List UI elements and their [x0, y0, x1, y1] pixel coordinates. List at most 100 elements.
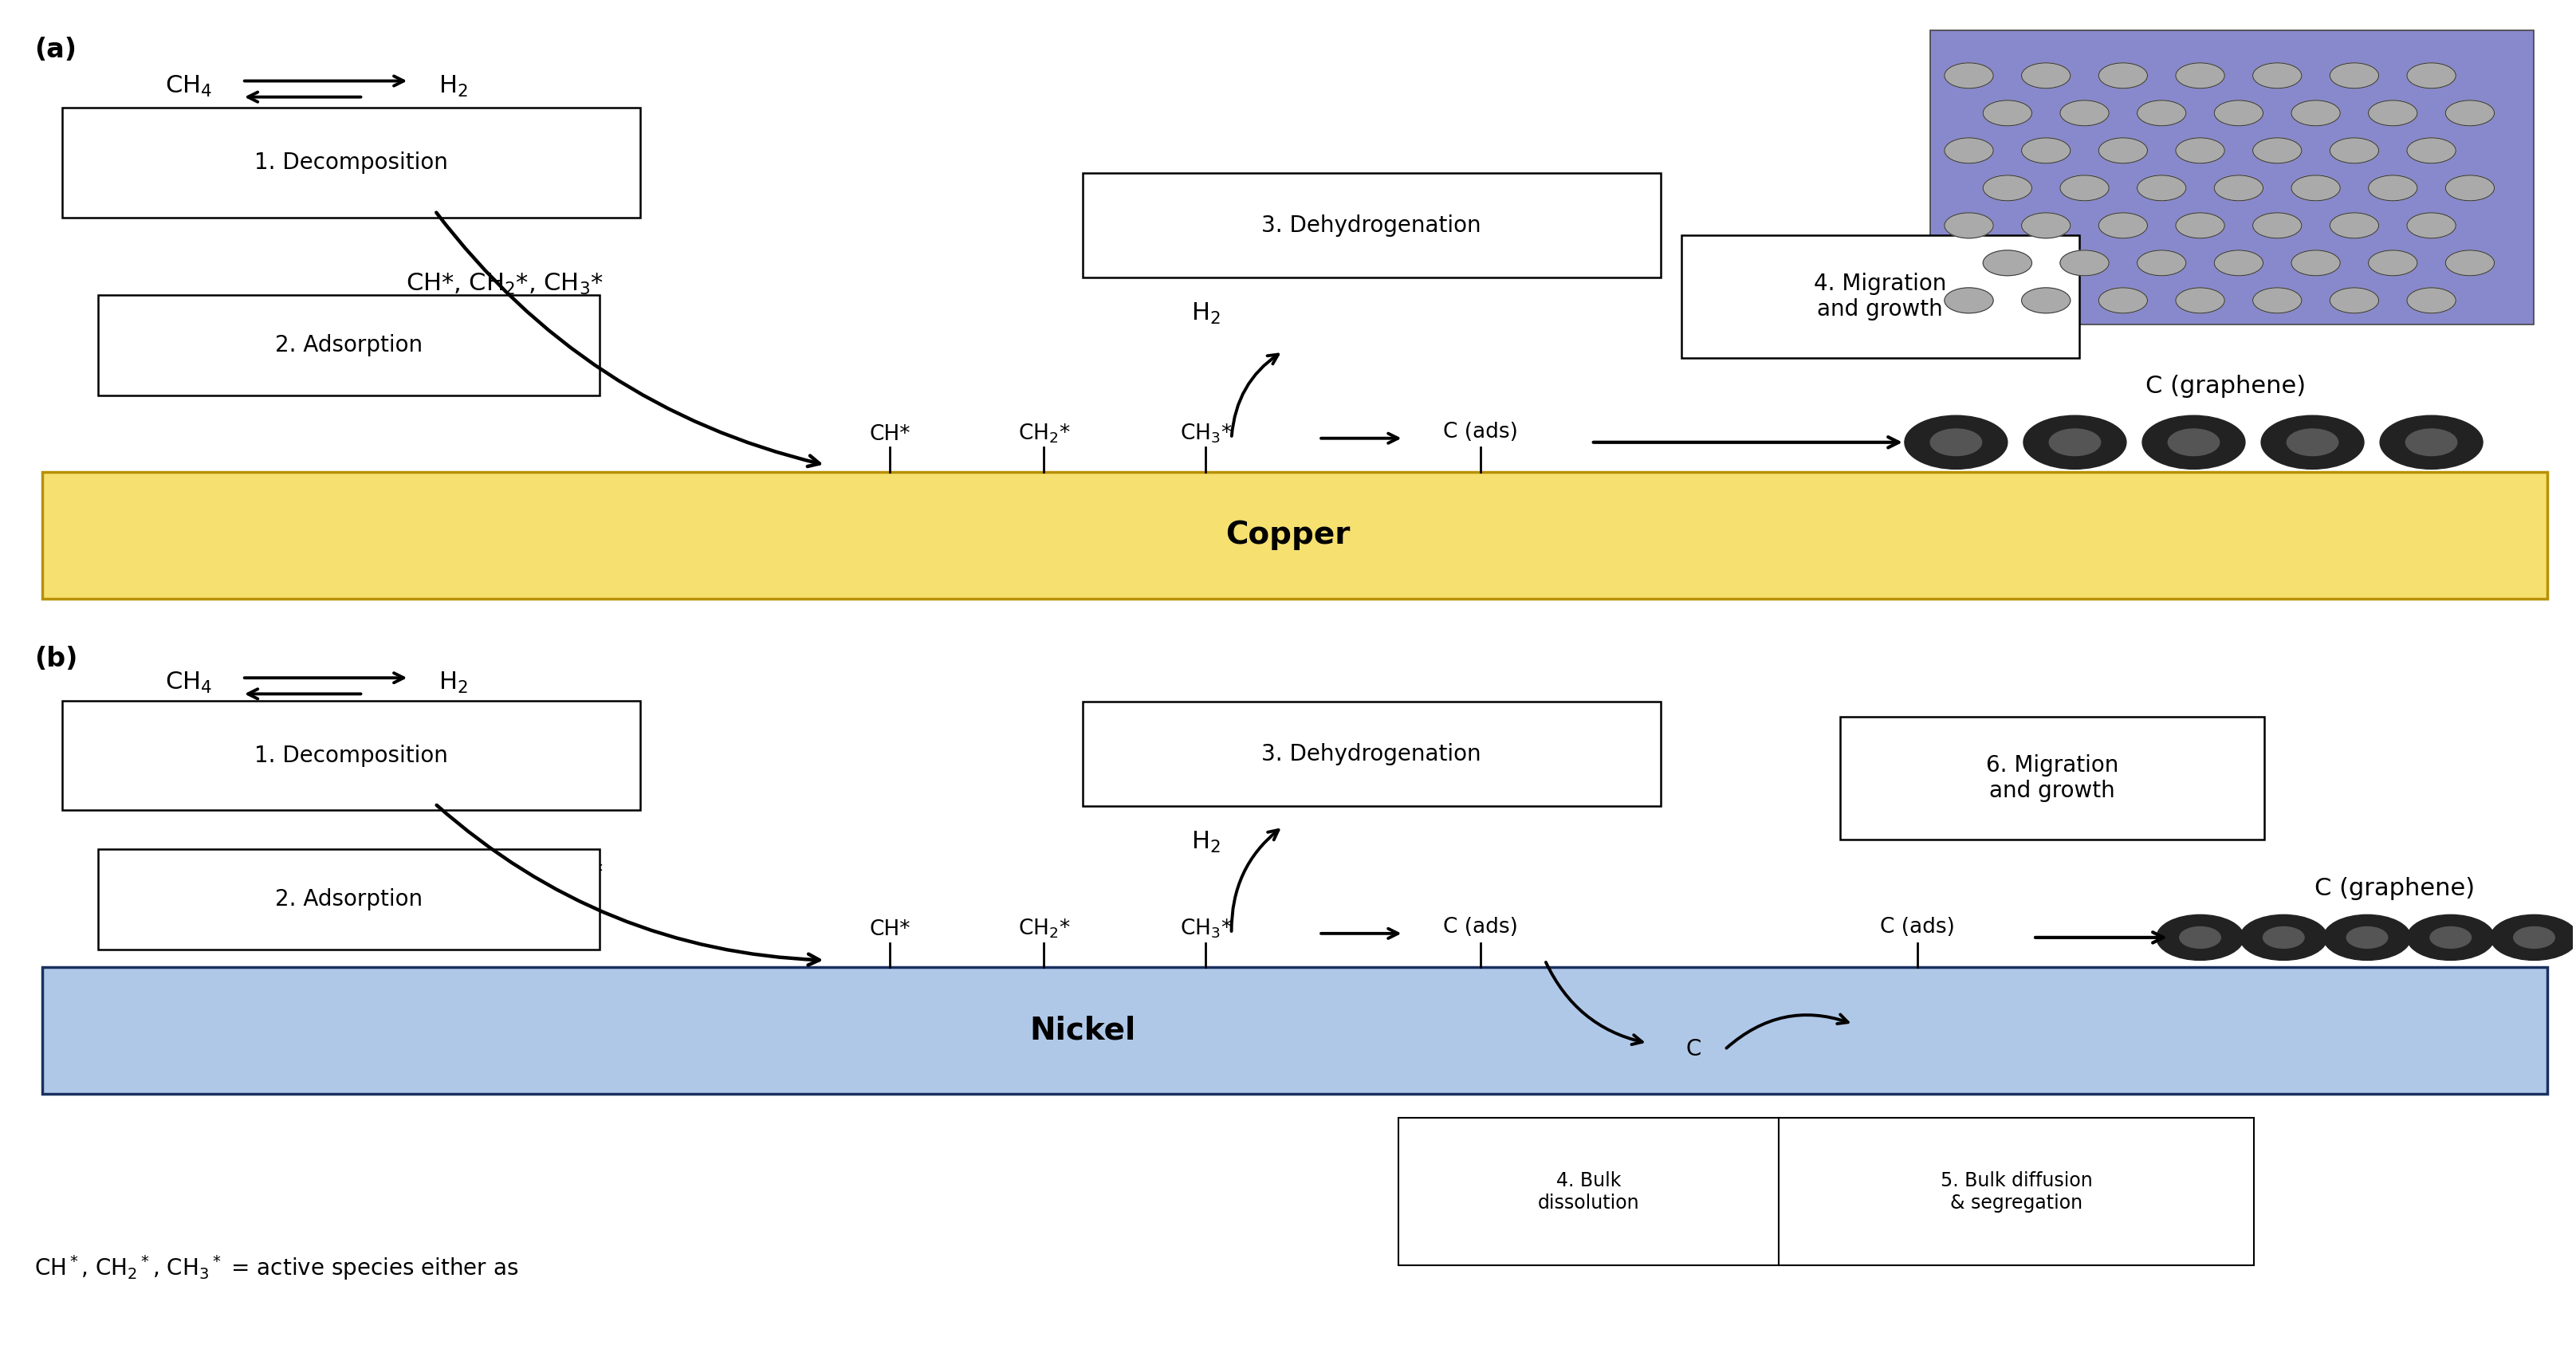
Circle shape — [2406, 137, 2455, 163]
Circle shape — [2429, 927, 2470, 948]
Circle shape — [2445, 175, 2494, 200]
Circle shape — [1984, 250, 2032, 276]
Circle shape — [2048, 429, 2099, 456]
Circle shape — [2099, 63, 2148, 89]
Circle shape — [2445, 101, 2494, 126]
Text: 2. Adsorption: 2. Adsorption — [276, 888, 422, 911]
Circle shape — [2022, 213, 2071, 238]
Circle shape — [2179, 927, 2221, 948]
Circle shape — [2099, 137, 2148, 163]
Circle shape — [2215, 101, 2264, 126]
FancyBboxPatch shape — [98, 295, 600, 395]
Text: 5. Bulk diffusion
& segregation: 5. Bulk diffusion & segregation — [1940, 1171, 2092, 1212]
Text: CH*, CH$_2$*, CH$_3$*: CH*, CH$_2$*, CH$_3$* — [404, 861, 603, 885]
Circle shape — [2406, 915, 2494, 960]
Circle shape — [2380, 416, 2483, 469]
Circle shape — [2138, 101, 2187, 126]
Circle shape — [2061, 175, 2110, 200]
FancyBboxPatch shape — [1839, 717, 2264, 839]
Circle shape — [2022, 288, 2071, 313]
Circle shape — [1945, 213, 1994, 238]
FancyBboxPatch shape — [62, 701, 641, 810]
Circle shape — [2169, 429, 2221, 456]
Circle shape — [2406, 63, 2455, 89]
Circle shape — [1945, 63, 1994, 89]
Circle shape — [2367, 250, 2416, 276]
Circle shape — [2445, 250, 2494, 276]
Circle shape — [2177, 213, 2226, 238]
Text: 6. Migration
and growth: 6. Migration and growth — [1986, 755, 2117, 803]
Circle shape — [2061, 250, 2110, 276]
Circle shape — [2491, 915, 2576, 960]
Text: 4. Bulk
dissolution: 4. Bulk dissolution — [1538, 1171, 1638, 1212]
Circle shape — [2254, 63, 2300, 89]
Circle shape — [1984, 175, 2032, 200]
Text: CH$_4$: CH$_4$ — [165, 74, 211, 98]
Text: H$_2$: H$_2$ — [1190, 301, 1221, 327]
Circle shape — [2143, 416, 2246, 469]
Circle shape — [1984, 101, 2032, 126]
Text: 3. Dehydrogenation: 3. Dehydrogenation — [1262, 214, 1481, 237]
Circle shape — [2022, 137, 2071, 163]
Text: (b): (b) — [33, 646, 77, 672]
Text: CH$_3$*: CH$_3$* — [1180, 917, 1231, 940]
Circle shape — [2254, 137, 2300, 163]
Circle shape — [2061, 101, 2110, 126]
FancyBboxPatch shape — [1399, 1118, 1780, 1266]
Circle shape — [2367, 175, 2416, 200]
FancyBboxPatch shape — [1082, 702, 1662, 807]
Circle shape — [1929, 429, 1981, 456]
Circle shape — [2254, 288, 2300, 313]
Circle shape — [2215, 175, 2264, 200]
FancyBboxPatch shape — [1082, 174, 1662, 277]
Text: CH$^*$, CH$_2$$^*$, CH$_3$$^*$ = active species either as: CH$^*$, CH$_2$$^*$, CH$_3$$^*$ = active … — [33, 1254, 518, 1282]
Circle shape — [2347, 927, 2388, 948]
Circle shape — [2177, 288, 2226, 313]
Circle shape — [2290, 175, 2339, 200]
Circle shape — [2287, 429, 2339, 456]
Text: Copper: Copper — [1226, 521, 1350, 550]
Text: C (ads): C (ads) — [1880, 917, 1955, 937]
Text: C (graphene): C (graphene) — [2146, 375, 2306, 398]
Text: CH$_2$*: CH$_2$* — [1018, 917, 1069, 940]
Text: CH$_4$: CH$_4$ — [165, 671, 211, 695]
Circle shape — [2406, 213, 2455, 238]
Circle shape — [2215, 250, 2264, 276]
Circle shape — [2099, 288, 2148, 313]
Text: 2. Adsorption: 2. Adsorption — [276, 334, 422, 356]
FancyBboxPatch shape — [1682, 235, 2079, 358]
Text: H$_2$: H$_2$ — [438, 671, 469, 695]
FancyBboxPatch shape — [98, 849, 600, 950]
Circle shape — [1904, 416, 2007, 469]
Text: CH*, CH$_2$*, CH$_3$*: CH*, CH$_2$*, CH$_3$* — [404, 272, 603, 297]
Circle shape — [2241, 915, 2326, 960]
Text: CH$_2$*: CH$_2$* — [1018, 422, 1069, 445]
FancyBboxPatch shape — [41, 967, 2548, 1093]
Circle shape — [2324, 915, 2411, 960]
Text: H$_2$: H$_2$ — [1190, 830, 1221, 855]
Circle shape — [2022, 63, 2071, 89]
Circle shape — [2406, 429, 2458, 456]
Text: CH*: CH* — [868, 424, 909, 445]
Circle shape — [2156, 915, 2244, 960]
Circle shape — [2264, 927, 2303, 948]
FancyBboxPatch shape — [62, 108, 641, 218]
FancyBboxPatch shape — [41, 472, 2548, 599]
Circle shape — [2329, 213, 2378, 238]
Text: (a): (a) — [33, 36, 77, 63]
Circle shape — [2514, 927, 2555, 948]
Circle shape — [2099, 213, 2148, 238]
FancyBboxPatch shape — [1929, 30, 2535, 324]
Text: 4. Migration
and growth: 4. Migration and growth — [1814, 272, 1947, 320]
Circle shape — [2290, 250, 2339, 276]
Circle shape — [2177, 63, 2226, 89]
Text: C (graphene): C (graphene) — [2316, 877, 2476, 900]
Circle shape — [2177, 137, 2226, 163]
Circle shape — [2254, 213, 2300, 238]
Circle shape — [2367, 101, 2416, 126]
Text: 1. Decomposition: 1. Decomposition — [255, 744, 448, 767]
Circle shape — [2138, 250, 2187, 276]
Circle shape — [2025, 416, 2125, 469]
Circle shape — [2262, 416, 2365, 469]
Circle shape — [2138, 175, 2187, 200]
